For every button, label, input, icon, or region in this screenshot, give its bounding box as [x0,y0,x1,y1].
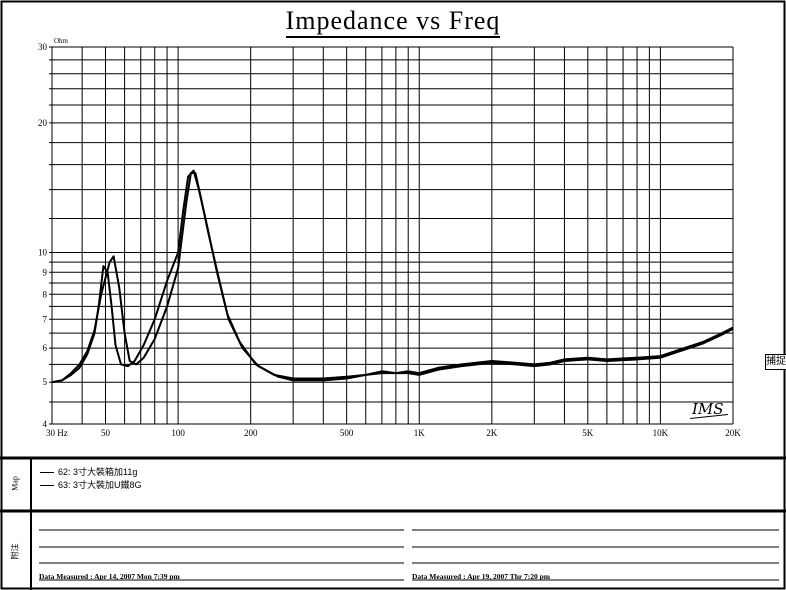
y-tick-label: 10 [38,248,48,258]
series-line-2 [51,172,734,384]
legend-label: 63: 3寸大裝加U鐵8G [58,480,142,490]
y-tick-label: 30 [38,42,48,52]
legend-swatch [40,485,54,487]
y-tick-label: 5 [43,377,48,387]
y-tick-label: 9 [43,267,48,277]
y-tick-label: 20 [38,118,48,128]
y-tick-label: 6 [43,343,48,353]
y-axis-label: Ohm [54,37,69,45]
x-tick-label: 50 [101,428,111,438]
legend-item-62: 62: 3寸大裝箱加11g [40,465,137,478]
grid [49,46,734,425]
x-tick-label: 10K [653,428,669,438]
series-line-1 [51,169,734,384]
legend-item-63: 63: 3寸大裝加U鐵8G [40,478,142,491]
y-tick-label: 8 [43,289,48,299]
legend-swatch [40,472,54,474]
x-tick-label: 1K [414,428,426,438]
x-tick-label: 200 [244,428,258,438]
notes-lines [39,529,779,581]
ticks-layer: 30 Hz 50 100 200 500 1K 2K 5K 10K 20K 4 5 6 7 8 9 10 20 30… [38,37,741,438]
measured-date-left: Data Measured : Apr 14, 2007 Mon 7:39 pm [39,572,180,581]
y-tick-label: 4 [43,419,48,429]
legend-label: 62: 3寸大裝箱加11g [58,467,138,477]
x-tick-label: 500 [340,428,354,438]
x-tick-label: 5K [582,428,594,438]
x-tick-label: 2K [486,428,498,438]
notes-side-label: 附注 [10,543,20,560]
x-tick-label: 100 [171,428,185,438]
chart-title: Impedance vs Freq [0,6,786,38]
map-side-label: Map [10,476,20,491]
ims-logo: IMS [692,400,724,418]
y-tick-label: 7 [43,314,48,324]
x-tick-label: 20K [725,428,741,438]
series-layer [51,169,734,384]
measured-date-right: Data Measured : Apr 19, 2007 Thr 7:20 pm [412,572,550,581]
x-tick-label: 30 Hz [46,428,68,438]
capture-tag[interactable]: 捕捉 [765,354,786,370]
